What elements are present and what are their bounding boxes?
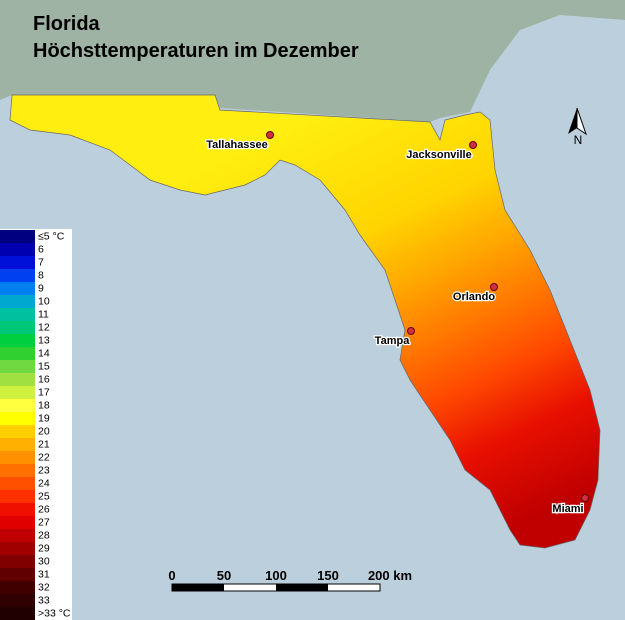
legend: ≤5 °C67891011121314151617181920212223242… (0, 230, 71, 620)
legend-swatch (0, 230, 35, 244)
legend-swatch (0, 347, 35, 361)
legend-swatch (0, 425, 35, 439)
legend-swatch (0, 256, 35, 270)
legend-swatch (0, 438, 35, 452)
legend-label: 25 (38, 490, 50, 502)
legend-label: 23 (38, 464, 50, 476)
scale-label: 200 km (368, 568, 412, 583)
legend-label: 32 (38, 581, 50, 593)
legend-label: 10 (38, 295, 50, 307)
legend-swatch (0, 581, 35, 595)
city-dot (407, 327, 415, 335)
legend-swatch (0, 360, 35, 374)
legend-swatch (0, 477, 35, 491)
legend-swatch (0, 308, 35, 322)
legend-label: 21 (38, 438, 50, 450)
legend-label: 18 (38, 399, 50, 411)
legend-label: 12 (38, 321, 50, 333)
legend-swatch (0, 529, 35, 543)
legend-label: >33 °C (38, 607, 71, 619)
city-label: Miami (552, 503, 583, 515)
legend-label: 24 (38, 477, 50, 489)
legend-swatch (0, 490, 35, 504)
city-label: Jacksonville (406, 149, 471, 161)
legend-label: 14 (38, 347, 50, 359)
legend-swatch (0, 594, 35, 608)
legend-label: 8 (38, 269, 44, 281)
legend-label: 29 (38, 542, 50, 554)
legend-label: 9 (38, 282, 44, 294)
legend-label: 26 (38, 503, 50, 515)
cities: Tallahassee Jacksonville Orlando Tampa Miami (205, 131, 589, 516)
legend-swatch (0, 321, 35, 335)
legend-label: 17 (38, 386, 50, 398)
city-label: Orlando (453, 291, 495, 303)
legend-swatch (0, 282, 35, 296)
legend-swatch (0, 555, 35, 569)
legend-swatch (0, 464, 35, 478)
north-label: N (574, 133, 583, 147)
title: Florida (33, 13, 101, 35)
legend-swatch (0, 295, 35, 309)
scale-label: 0 (168, 568, 175, 583)
city-dot (490, 283, 498, 291)
scale-label: 150 (317, 568, 339, 583)
legend-label: 7 (38, 256, 44, 268)
scale-bar: 0 50 100 150 200 km (168, 568, 412, 592)
legend-label: 28 (38, 529, 50, 541)
legend-swatch (0, 451, 35, 465)
legend-label: 30 (38, 555, 50, 567)
city-dot (469, 141, 477, 149)
subtitle: Höchsttemperaturen im Dezember (33, 40, 359, 62)
legend-swatch (0, 334, 35, 348)
florida (9, 94, 601, 549)
scale-label: 100 (265, 568, 287, 583)
legend-swatch (0, 399, 35, 413)
legend-label: 31 (38, 568, 50, 580)
scale-label: 50 (217, 568, 231, 583)
city-dot (266, 131, 274, 139)
legend-label: 19 (38, 412, 50, 424)
legend-label: 16 (38, 373, 50, 385)
city-label: Tampa (375, 335, 411, 347)
legend-label: 33 (38, 594, 50, 606)
legend-label: 11 (38, 308, 49, 320)
north-arrow: N (568, 107, 587, 147)
legend-swatch (0, 503, 35, 517)
legend-swatch (0, 516, 35, 530)
land-north (0, 0, 625, 122)
legend-swatch (0, 568, 35, 582)
legend-swatch (0, 373, 35, 387)
city-label: Tallahassee (206, 139, 268, 151)
legend-label: 27 (38, 516, 50, 528)
legend-swatch (0, 412, 35, 426)
legend-swatch (0, 243, 35, 257)
legend-swatch (0, 386, 35, 400)
legend-label: ≤5 °C (38, 230, 65, 242)
legend-swatch (0, 542, 35, 556)
city-dot (581, 494, 589, 502)
legend-label: 15 (38, 360, 50, 372)
legend-label: 20 (38, 425, 50, 437)
legend-label: 13 (38, 334, 50, 346)
legend-label: 22 (38, 451, 50, 463)
legend-swatch (0, 269, 35, 283)
legend-swatch (0, 607, 35, 620)
legend-label: 6 (38, 243, 44, 255)
